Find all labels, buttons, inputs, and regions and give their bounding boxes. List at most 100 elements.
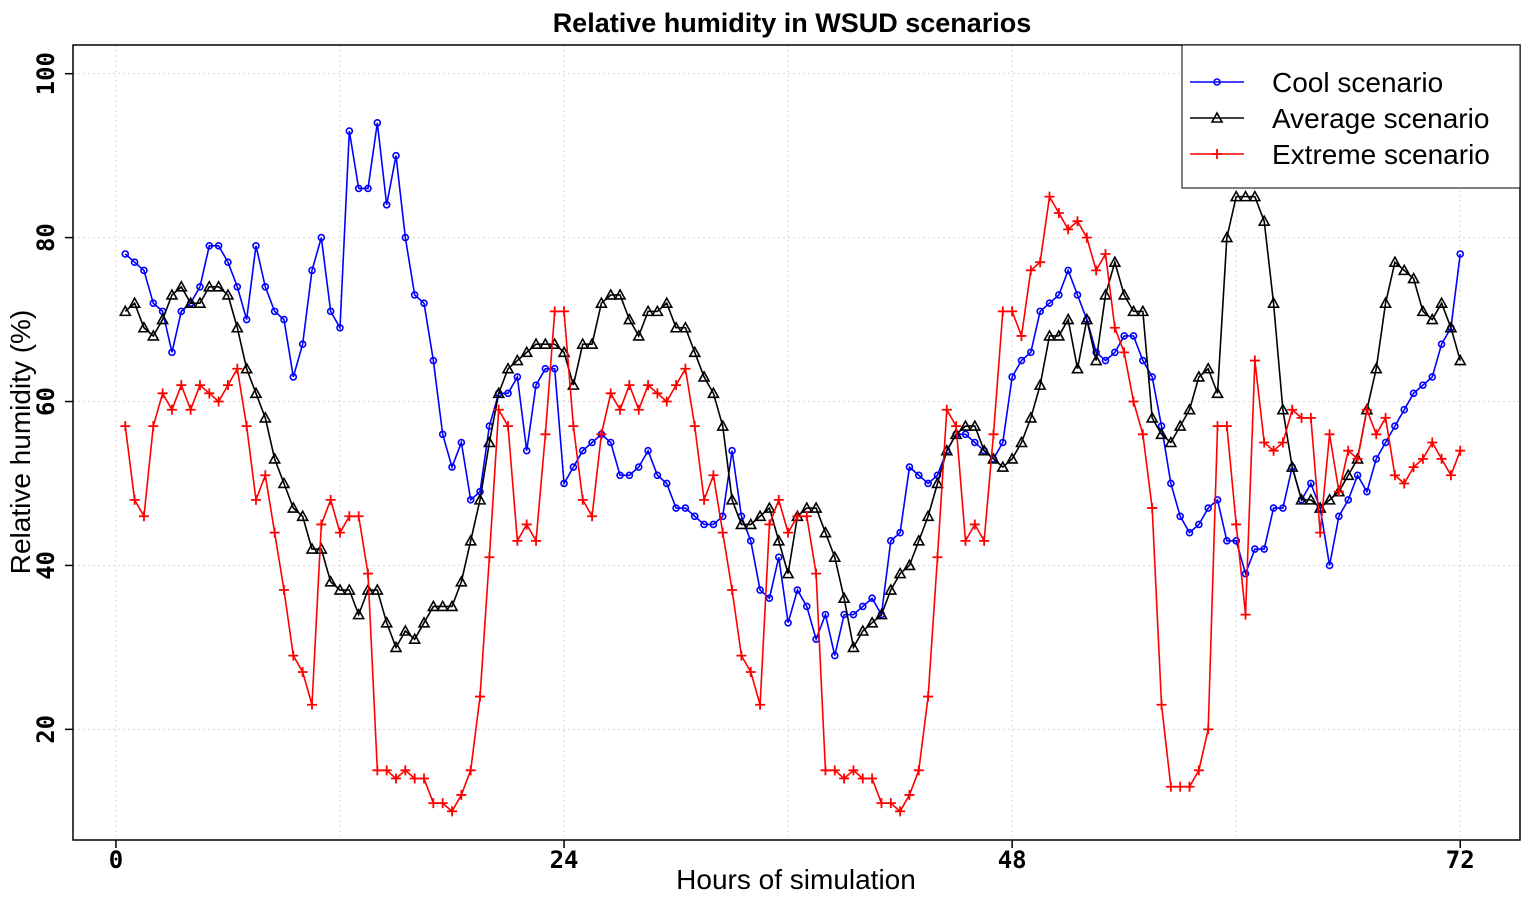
data-point bbox=[232, 363, 243, 374]
data-point bbox=[1015, 435, 1028, 448]
data-point bbox=[643, 380, 654, 391]
data-point bbox=[896, 528, 904, 537]
data-point bbox=[1045, 299, 1054, 307]
data-point bbox=[669, 321, 683, 333]
data-point bbox=[568, 421, 579, 432]
data-point bbox=[288, 650, 299, 661]
data-point bbox=[700, 520, 708, 529]
data-point bbox=[177, 307, 186, 316]
data-point bbox=[875, 607, 888, 620]
data-point bbox=[903, 558, 916, 571]
data-point bbox=[1111, 348, 1119, 357]
data-point bbox=[576, 337, 590, 349]
data-point bbox=[1269, 504, 1278, 512]
data-point bbox=[876, 798, 887, 809]
data-point bbox=[146, 329, 160, 341]
data-point bbox=[1203, 724, 1214, 735]
data-point bbox=[662, 479, 671, 488]
data-point bbox=[314, 542, 328, 554]
data-point bbox=[1035, 257, 1046, 268]
data-point bbox=[893, 566, 907, 579]
data-point bbox=[185, 404, 196, 415]
data-point bbox=[233, 282, 242, 291]
data-point bbox=[923, 691, 934, 702]
data-point bbox=[949, 427, 963, 440]
data-point bbox=[493, 404, 504, 415]
x-axis: 0 24 48 72 bbox=[109, 840, 1475, 874]
data-point bbox=[408, 632, 422, 645]
data-point bbox=[913, 765, 924, 776]
data-point bbox=[345, 127, 354, 135]
data-point bbox=[858, 602, 867, 611]
data-point bbox=[1164, 435, 1178, 448]
data-point bbox=[688, 345, 702, 358]
data-point bbox=[1145, 411, 1159, 423]
data-point bbox=[270, 307, 279, 316]
data-point bbox=[569, 463, 578, 471]
data-point bbox=[475, 691, 486, 702]
data-point bbox=[625, 471, 634, 480]
data-point bbox=[1427, 437, 1438, 448]
data-point bbox=[193, 296, 207, 308]
data-point bbox=[999, 438, 1007, 447]
data-point bbox=[1221, 421, 1232, 432]
data-point bbox=[448, 463, 456, 471]
data-point bbox=[1371, 429, 1382, 440]
legend: Cool scenario Average scenario Extreme sce… bbox=[1181, 44, 1521, 189]
data-point bbox=[129, 494, 140, 505]
data-point bbox=[632, 329, 646, 341]
data-point bbox=[912, 534, 926, 546]
data-point bbox=[725, 493, 739, 505]
data-point bbox=[829, 765, 840, 776]
data-point bbox=[932, 552, 943, 563]
data-point bbox=[1389, 470, 1400, 481]
data-point bbox=[633, 404, 644, 415]
data-point bbox=[539, 337, 552, 349]
data-point bbox=[401, 233, 410, 242]
data-point bbox=[529, 337, 543, 349]
data-point bbox=[484, 552, 495, 563]
data-point bbox=[325, 494, 336, 505]
data-point bbox=[1165, 781, 1176, 792]
data-point bbox=[1397, 263, 1411, 276]
data-point bbox=[157, 388, 168, 399]
data-point bbox=[679, 321, 692, 333]
data-point bbox=[1055, 291, 1063, 299]
data-point bbox=[1419, 381, 1427, 389]
data-point bbox=[624, 380, 635, 391]
data-point bbox=[1192, 370, 1206, 382]
series-layer bbox=[118, 119, 1467, 817]
data-point bbox=[1407, 271, 1420, 284]
data-point bbox=[398, 624, 412, 636]
data-point bbox=[727, 585, 738, 596]
data-point bbox=[436, 599, 450, 612]
data-point bbox=[997, 306, 1008, 317]
data-point bbox=[140, 266, 148, 275]
legend-label: Average scenario bbox=[1272, 103, 1489, 134]
data-point bbox=[1109, 322, 1120, 333]
data-point bbox=[1005, 452, 1019, 464]
data-point bbox=[156, 312, 169, 325]
data-point bbox=[363, 568, 374, 579]
data-point bbox=[1127, 304, 1140, 317]
data-point bbox=[184, 296, 197, 308]
data-point bbox=[867, 773, 878, 784]
data-point bbox=[968, 419, 982, 431]
data-point bbox=[837, 591, 851, 604]
data-point bbox=[224, 258, 232, 266]
data-point bbox=[1388, 255, 1402, 267]
data-point bbox=[977, 444, 991, 456]
data-point bbox=[585, 337, 599, 349]
data-point bbox=[773, 494, 784, 505]
data-point bbox=[793, 586, 802, 594]
data-point bbox=[792, 511, 803, 522]
data-point bbox=[1119, 347, 1130, 358]
data-point bbox=[784, 619, 792, 627]
data-point bbox=[699, 494, 710, 505]
data-point bbox=[606, 438, 615, 447]
data-point bbox=[1044, 191, 1055, 202]
data-point bbox=[504, 389, 512, 398]
data-point bbox=[707, 386, 720, 399]
data-point bbox=[1257, 214, 1271, 227]
data-point bbox=[148, 421, 159, 432]
